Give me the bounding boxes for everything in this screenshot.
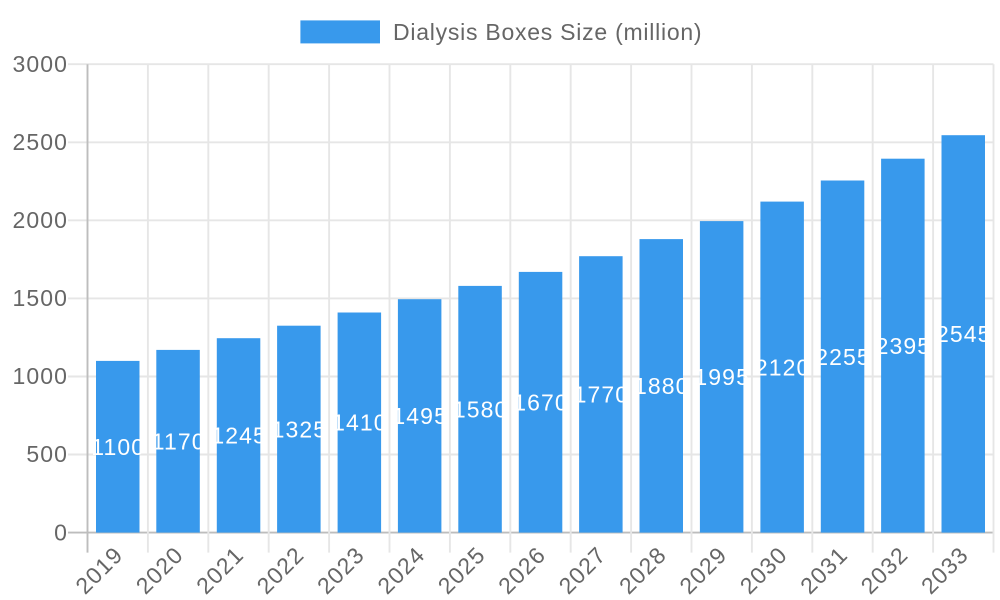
svg-text:1500: 1500	[12, 285, 68, 311]
svg-text:0: 0	[54, 519, 68, 545]
svg-text:Dialysis Boxes Size (million): Dialysis Boxes Size (million)	[393, 19, 702, 45]
svg-text:1670: 1670	[513, 389, 569, 415]
svg-text:1495: 1495	[392, 403, 448, 429]
svg-text:1170: 1170	[152, 429, 206, 455]
svg-text:3000: 3000	[12, 51, 68, 77]
svg-text:1325: 1325	[272, 416, 328, 442]
svg-text:1410: 1410	[332, 410, 388, 436]
svg-text:2545: 2545	[936, 321, 992, 347]
svg-text:1245: 1245	[211, 423, 267, 449]
svg-text:2500: 2500	[12, 129, 68, 155]
svg-text:2120: 2120	[755, 354, 811, 380]
svg-text:1770: 1770	[574, 382, 630, 408]
svg-text:1000: 1000	[12, 363, 68, 389]
svg-text:2255: 2255	[815, 344, 871, 370]
svg-text:1880: 1880	[634, 373, 690, 399]
svg-text:500: 500	[26, 441, 68, 467]
svg-text:2395: 2395	[876, 333, 932, 359]
svg-text:1100: 1100	[91, 434, 145, 460]
svg-text:1995: 1995	[694, 364, 750, 390]
svg-text:1580: 1580	[453, 397, 509, 423]
svg-text:2000: 2000	[12, 207, 68, 233]
